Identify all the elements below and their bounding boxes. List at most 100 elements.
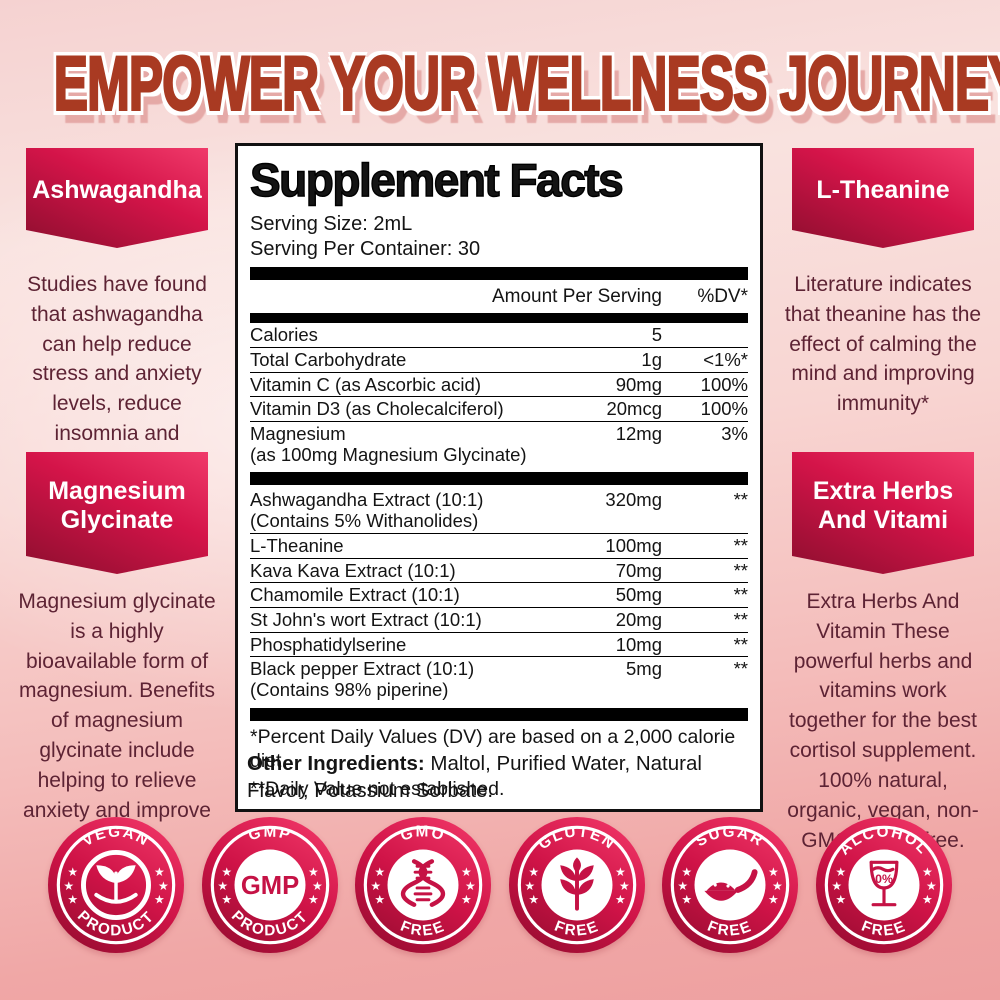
svg-text:★: ★ xyxy=(922,865,933,879)
star-icon: ★★★ ★★★ xyxy=(831,865,936,907)
row-subname: (as 100mg Magnesium Glycinate) xyxy=(250,443,527,465)
svg-text:★: ★ xyxy=(615,865,626,879)
table-row: St John's wort Extract (10:1) 20mg ** xyxy=(250,606,748,632)
row-subname: (Contains 98% piperine) xyxy=(250,679,449,701)
divider-bar xyxy=(250,267,748,281)
svg-text:★: ★ xyxy=(308,865,319,879)
row-name: Vitamin C (as Ascorbic acid) xyxy=(250,373,481,395)
ribbon-magnesium: Magnesium Glycinate xyxy=(26,452,208,574)
badge-center-text: 0% xyxy=(875,872,893,886)
section-extra-herbs: Extra Herbs And Vitami Extra Herbs And V… xyxy=(778,452,988,855)
svg-text:★: ★ xyxy=(158,879,169,893)
svg-text:★: ★ xyxy=(528,865,539,879)
row-dv: ** xyxy=(733,633,748,655)
sugar-spoon-icon xyxy=(694,849,766,921)
row-dv: ** xyxy=(733,658,748,680)
section-body: Studies have found that ashwagandha can … xyxy=(27,273,207,475)
ribbon-title: L-Theanine xyxy=(816,176,950,205)
section-theanine: L-Theanine Literature indicates that the… xyxy=(778,148,988,419)
svg-text:★: ★ xyxy=(217,879,228,893)
svg-text:★: ★ xyxy=(375,893,386,907)
section-body: Literature indicates that theanine has t… xyxy=(784,273,982,416)
gmp-text-icon: GMP xyxy=(234,849,306,921)
table-row: Calories 5 xyxy=(250,323,748,347)
table-row: Vitamin D3 (as Cholecalciferol) 20mcg 10… xyxy=(250,396,748,421)
panel-title: Supplement Facts xyxy=(249,154,624,206)
row-name: Total Carbohydrate xyxy=(250,348,407,370)
wheat-icon xyxy=(541,849,613,921)
svg-text:★: ★ xyxy=(682,865,693,879)
row-amount: 100mg xyxy=(605,534,662,556)
badge-top-text: GMO xyxy=(399,824,446,845)
badge-alcohol-free: ALCOHOL FREE ★ ★ ★ ★ ★ ★ 0% xyxy=(815,816,953,954)
svg-text:★: ★ xyxy=(308,893,319,907)
other-ingredients: Other Ingredients: Maltol, Purified Wate… xyxy=(247,750,755,804)
svg-text:★: ★ xyxy=(68,893,79,907)
svg-text:★: ★ xyxy=(154,865,165,879)
footnote-dv: *Percent Daily Values (DV) are based on … xyxy=(250,725,736,773)
col-amount-label: Amount Per Serving xyxy=(491,286,662,308)
divider-bar xyxy=(250,313,748,324)
svg-text:★: ★ xyxy=(524,879,535,893)
table-row: Kava Kava Extract (10:1) 70mg ** xyxy=(250,557,748,583)
star-icon: ★★★ ★★★ xyxy=(217,865,322,907)
divider-bar xyxy=(250,707,748,721)
ribbon-extra-herbs: Extra Herbs And Vitami xyxy=(792,452,974,574)
dna-icon xyxy=(387,849,459,921)
row-name: Ashwagandha Extract (10:1) xyxy=(250,489,484,511)
section-magnesium: Magnesium Glycinate Magnesium glycinate … xyxy=(14,452,220,855)
servings-per-container: Serving Per Container: 30 xyxy=(250,237,481,260)
svg-text:★: ★ xyxy=(831,879,842,893)
row-amount: 70mg xyxy=(615,559,662,581)
section-ashwagandha: Ashwagandha Studies have found that ashw… xyxy=(14,148,220,479)
star-icon: ★★★ ★★★ xyxy=(371,865,476,907)
headline-text: EMPOWER YOUR WELLNESS JOURNEY xyxy=(53,40,1000,129)
table-row: Chamomile Extract (10:1) 50mg ** xyxy=(250,582,748,607)
table-row: Ashwagandha Extract (10:1) (Contains 5% W… xyxy=(250,488,748,532)
row-name: Kava Kava Extract (10:1) xyxy=(250,559,456,581)
row-name: Vitamin D3 (as Cholecalciferol) xyxy=(250,398,504,420)
ribbon-theanine: L-Theanine xyxy=(792,148,974,248)
row-dv: <1%* xyxy=(703,348,748,370)
svg-text:★: ★ xyxy=(682,893,693,907)
row-name: Magnesium xyxy=(250,422,346,444)
svg-text:★: ★ xyxy=(768,893,779,907)
row-amount: 1g xyxy=(641,348,662,370)
svg-text:★: ★ xyxy=(678,879,689,893)
svg-text:GMO: GMO xyxy=(399,824,448,845)
badge-gmp-product: GMP PRODUCT ★ ★ ★ ★ ★ ★ GMP xyxy=(201,816,339,954)
row-dv: 100% xyxy=(700,398,748,420)
svg-text:★: ★ xyxy=(835,893,846,907)
other-ingredients-label: Other Ingredients: xyxy=(247,752,425,775)
svg-text:★: ★ xyxy=(68,865,79,879)
ribbon-title: Ashwagandha xyxy=(32,176,202,205)
row-amount: 5mg xyxy=(626,658,662,680)
svg-text:★: ★ xyxy=(312,879,323,893)
serving-size: Serving Size: 2mL xyxy=(250,213,413,236)
divider-bar xyxy=(250,472,748,486)
row-dv: ** xyxy=(733,559,748,581)
row-amount: 5 xyxy=(651,324,662,346)
star-icon: ★★★ ★★★ xyxy=(64,865,169,907)
svg-text:★: ★ xyxy=(221,865,232,879)
row-subname: (Contains 5% Withanolides) xyxy=(250,510,479,532)
ribbon-title: Extra Herbs And Vitami xyxy=(812,476,954,534)
svg-text:★: ★ xyxy=(461,865,472,879)
star-icon: ★★★ ★★★ xyxy=(678,865,783,907)
row-dv: ** xyxy=(733,489,748,511)
svg-text:★: ★ xyxy=(64,879,75,893)
svg-text:★: ★ xyxy=(154,893,165,907)
row-amount: 90mg xyxy=(615,373,662,395)
badge-center-text: GMP xyxy=(241,872,299,900)
row-name: L-Theanine xyxy=(250,534,344,556)
row-amount: 320mg xyxy=(605,489,662,511)
svg-text:★: ★ xyxy=(619,879,630,893)
svg-text:★: ★ xyxy=(768,865,779,879)
star-icon: ★★★ ★★★ xyxy=(524,865,629,907)
certification-badges: VEGAN PRODUCT ★ ★ ★ ★ ★ ★ xyxy=(0,816,1000,954)
table-row: Vitamin C (as Ascorbic acid) 90mg 100% xyxy=(250,371,748,397)
wine-glass-icon: 0% xyxy=(848,849,920,921)
row-amount: 12mg xyxy=(615,422,662,444)
row-amount: 20mg xyxy=(615,608,662,630)
badge-sugar-free: SUGAR FREE ★ ★ ★ ★ ★ ★ xyxy=(661,816,799,954)
